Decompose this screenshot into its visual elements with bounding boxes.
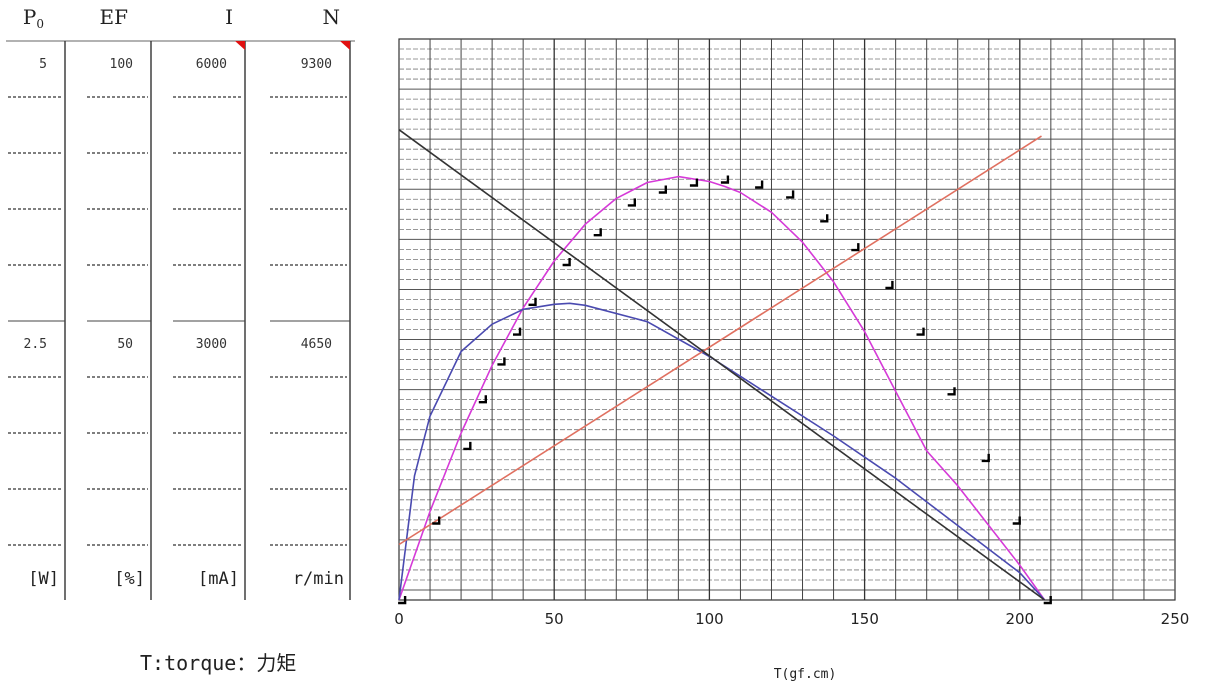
axis-mid-value: 50	[117, 337, 133, 352]
data-point-marker	[689, 178, 699, 187]
data-point-marker	[916, 327, 925, 336]
grid-vertical	[429, 39, 1145, 600]
data-markers	[398, 175, 1052, 605]
axis-header: EF	[100, 5, 129, 29]
series-line-i	[398, 135, 1042, 546]
x-tick-label: 250	[1161, 610, 1190, 628]
data-point-marker	[820, 214, 829, 223]
series-line-ef	[398, 302, 1046, 601]
data-point-marker	[432, 516, 441, 525]
axis-unit: [W]	[28, 569, 59, 589]
x-tick-label: 0	[394, 610, 404, 628]
torque-note: T:torque：力矩	[140, 651, 296, 675]
x-tick-label: 150	[850, 610, 879, 628]
data-point-marker	[593, 228, 602, 237]
x-axis-label: T(gf.cm)	[774, 667, 837, 682]
axis-unit: [mA]	[198, 569, 239, 589]
axis-top-value: 6000	[196, 57, 227, 72]
y-axis-panel: P0 5 2.5 [W] EF 100 50 [%] I 6000 3000 [mA] N 9300 465…	[6, 5, 355, 600]
data-point-marker	[1043, 596, 1052, 605]
data-point-marker	[497, 357, 506, 366]
data-point-marker	[786, 190, 795, 199]
data-point-marker	[513, 327, 522, 336]
data-point-marker	[562, 258, 571, 267]
data-point-marker	[478, 395, 487, 404]
data-point-marker	[720, 175, 730, 184]
x-tick-label: 200	[1005, 610, 1034, 628]
axis-mid-value: 3000	[196, 337, 227, 352]
data-point-marker	[658, 185, 667, 194]
axis-header: N	[323, 5, 341, 29]
axis-top-value: 100	[110, 57, 133, 72]
corner-marker	[340, 41, 350, 50]
axis-unit: r/min	[293, 569, 344, 589]
axis-top-value: 9300	[301, 57, 332, 72]
series-lines	[398, 129, 1046, 601]
data-point-marker	[463, 441, 472, 451]
data-point-marker	[851, 243, 860, 252]
data-point-marker	[947, 387, 956, 396]
grid-horizontal	[399, 48, 1175, 591]
axis-mid-value: 4650	[301, 337, 332, 352]
data-point-marker	[885, 280, 894, 290]
plot-area	[398, 38, 1176, 605]
data-point-marker	[755, 180, 764, 189]
axis-top-value: 5	[39, 57, 47, 72]
series-line-p0	[398, 175, 1046, 601]
axis-unit: [%]	[114, 569, 145, 589]
data-point-marker	[1012, 516, 1021, 525]
data-point-marker	[627, 198, 636, 207]
x-tick-label: 50	[545, 610, 564, 628]
corner-marker	[235, 41, 245, 50]
axis-header: I	[225, 5, 233, 29]
data-point-marker	[981, 453, 990, 463]
data-point-marker	[528, 297, 537, 306]
x-tick-labels: 0 50 100 150 200 250	[394, 610, 1189, 628]
x-tick-label: 100	[695, 610, 724, 628]
series-line-n	[398, 129, 1046, 601]
axis-mid-value: 2.5	[24, 337, 47, 352]
axis-header: P0	[23, 5, 44, 31]
data-point-marker	[398, 596, 407, 605]
